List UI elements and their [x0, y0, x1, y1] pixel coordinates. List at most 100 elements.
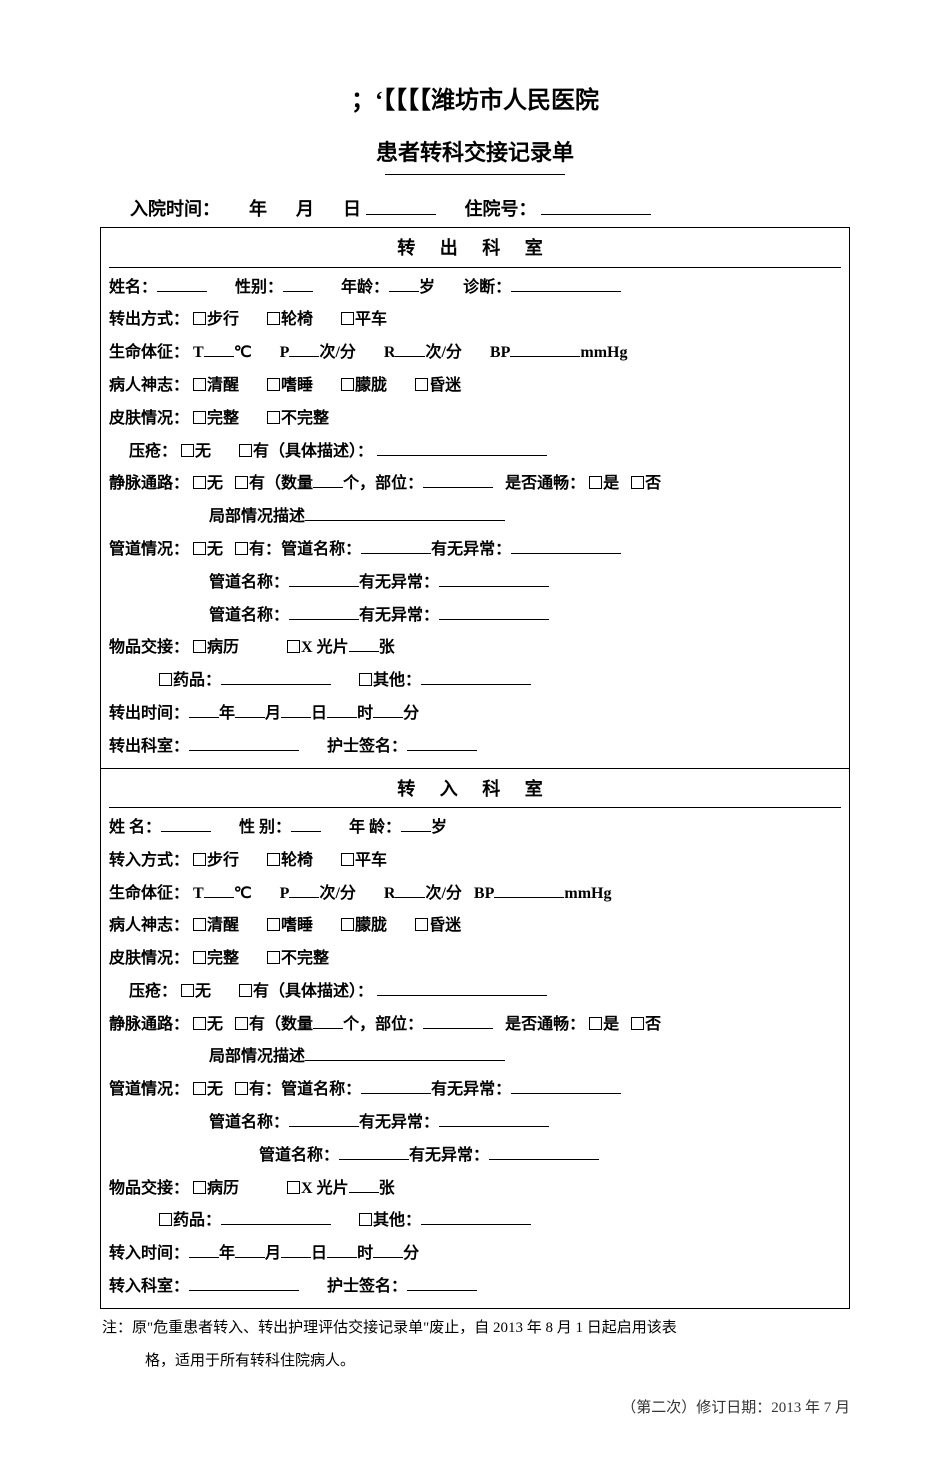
in-age-blank[interactable]: [401, 831, 431, 832]
in-abnormal-blank3[interactable]: [489, 1159, 599, 1160]
in-meds-checkbox[interactable]: [159, 1213, 172, 1226]
out-nurse-blank[interactable]: [407, 750, 477, 751]
qty-blank[interactable]: [313, 487, 343, 488]
in-stretcher-checkbox[interactable]: [341, 853, 354, 866]
in-drowsy-checkbox[interactable]: [267, 918, 280, 931]
other-checkbox[interactable]: [359, 673, 372, 686]
in-temp-blank[interactable]: [204, 897, 234, 898]
pressure-none-checkbox[interactable]: [181, 444, 194, 457]
drowsy-checkbox[interactable]: [267, 378, 280, 391]
out-year-blank[interactable]: [189, 717, 219, 718]
in-abnormal-blank1[interactable]: [511, 1093, 621, 1094]
in-iv-none-checkbox[interactable]: [193, 1017, 206, 1030]
tube-has-checkbox[interactable]: [235, 542, 248, 555]
patent-no-checkbox[interactable]: [631, 476, 644, 489]
tube-name-blank1[interactable]: [361, 553, 431, 554]
tube-none-checkbox[interactable]: [193, 542, 206, 555]
local-desc-blank[interactable]: [305, 520, 505, 521]
in-bp-blank[interactable]: [494, 897, 564, 898]
abnormal-blank2[interactable]: [439, 586, 549, 587]
bp-blank[interactable]: [510, 356, 580, 357]
in-xray-count-blank[interactable]: [349, 1192, 379, 1193]
site-blank[interactable]: [423, 487, 493, 488]
awake-checkbox[interactable]: [193, 378, 206, 391]
resp-blank[interactable]: [395, 356, 425, 357]
hospital-no-blank[interactable]: [541, 214, 651, 215]
xray-checkbox[interactable]: [287, 640, 300, 653]
in-walk-checkbox[interactable]: [193, 853, 206, 866]
pressure-has-checkbox[interactable]: [239, 444, 252, 457]
in-hour: 时: [357, 1245, 373, 1262]
in-patent-yes-checkbox[interactable]: [589, 1017, 602, 1030]
tube-name-blank3[interactable]: [289, 619, 359, 620]
pressure-desc-blank[interactable]: [377, 455, 547, 456]
other-blank[interactable]: [421, 684, 531, 685]
in-abnormal-blank2[interactable]: [439, 1126, 549, 1127]
pulse-blank[interactable]: [289, 356, 319, 357]
stretcher-checkbox[interactable]: [341, 312, 354, 325]
in-wheelchair-checkbox[interactable]: [267, 853, 280, 866]
coma-checkbox[interactable]: [415, 378, 428, 391]
temp-blank[interactable]: [204, 356, 234, 357]
in-tube-none-checkbox[interactable]: [193, 1082, 206, 1095]
in-local-desc-blank[interactable]: [305, 1060, 505, 1061]
in-qty-blank[interactable]: [313, 1028, 343, 1029]
hazy-checkbox[interactable]: [341, 378, 354, 391]
xray-count-blank[interactable]: [349, 651, 379, 652]
in-other-checkbox[interactable]: [359, 1213, 372, 1226]
in-tube-name-blank3[interactable]: [339, 1159, 409, 1160]
out-min-blank[interactable]: [373, 717, 403, 718]
abnormal-blank1[interactable]: [511, 553, 621, 554]
in-site-blank[interactable]: [423, 1028, 493, 1029]
out-dept-blank[interactable]: [189, 750, 299, 751]
in-pressure-none-checkbox[interactable]: [181, 984, 194, 997]
in-resp-blank[interactable]: [395, 897, 425, 898]
in-nurse-blank[interactable]: [407, 1290, 477, 1291]
in-record-checkbox[interactable]: [193, 1181, 206, 1194]
meds-checkbox[interactable]: [159, 673, 172, 686]
in-coma-checkbox[interactable]: [415, 918, 428, 931]
in-gender-blank[interactable]: [291, 831, 321, 832]
age-blank[interactable]: [389, 291, 419, 292]
intact-checkbox[interactable]: [193, 411, 206, 424]
in-hazy-checkbox[interactable]: [341, 918, 354, 931]
not-intact-checkbox[interactable]: [267, 411, 280, 424]
in-name-blank[interactable]: [161, 831, 211, 832]
in-tube-has-checkbox[interactable]: [235, 1082, 248, 1095]
date-blank[interactable]: [366, 214, 436, 215]
walk-checkbox[interactable]: [193, 312, 206, 325]
diagnosis-blank[interactable]: [511, 291, 621, 292]
iv-none-checkbox[interactable]: [193, 476, 206, 489]
in-other-blank[interactable]: [421, 1224, 531, 1225]
out-day-blank[interactable]: [281, 717, 311, 718]
in-min-blank[interactable]: [373, 1257, 403, 1258]
in-iv-has-checkbox[interactable]: [235, 1017, 248, 1030]
tube-name-blank2[interactable]: [289, 586, 359, 587]
out-month-blank[interactable]: [235, 717, 265, 718]
in-awake-checkbox[interactable]: [193, 918, 206, 931]
in-tube-name-blank1[interactable]: [361, 1093, 431, 1094]
name-blank[interactable]: [157, 291, 207, 292]
record-checkbox[interactable]: [193, 640, 206, 653]
iv-has-checkbox[interactable]: [235, 476, 248, 489]
in-intact-checkbox[interactable]: [193, 951, 206, 964]
abnormal-blank3[interactable]: [439, 619, 549, 620]
in-patent-no-checkbox[interactable]: [631, 1017, 644, 1030]
meds-blank[interactable]: [221, 684, 331, 685]
in-pulse-blank[interactable]: [289, 897, 319, 898]
in-pressure-desc-blank[interactable]: [377, 995, 547, 996]
wheelchair-checkbox[interactable]: [267, 312, 280, 325]
patent-yes-checkbox[interactable]: [589, 476, 602, 489]
out-hour-blank[interactable]: [327, 717, 357, 718]
in-dept-blank[interactable]: [189, 1290, 299, 1291]
in-xray-checkbox[interactable]: [287, 1181, 300, 1194]
in-not-intact-checkbox[interactable]: [267, 951, 280, 964]
in-meds-blank[interactable]: [221, 1224, 331, 1225]
in-month-blank[interactable]: [235, 1257, 265, 1258]
in-tube-name-blank2[interactable]: [289, 1126, 359, 1127]
in-year-blank[interactable]: [189, 1257, 219, 1258]
gender-blank[interactable]: [283, 291, 313, 292]
in-day-blank[interactable]: [281, 1257, 311, 1258]
in-hour-blank[interactable]: [327, 1257, 357, 1258]
in-pressure-has-checkbox[interactable]: [239, 984, 252, 997]
